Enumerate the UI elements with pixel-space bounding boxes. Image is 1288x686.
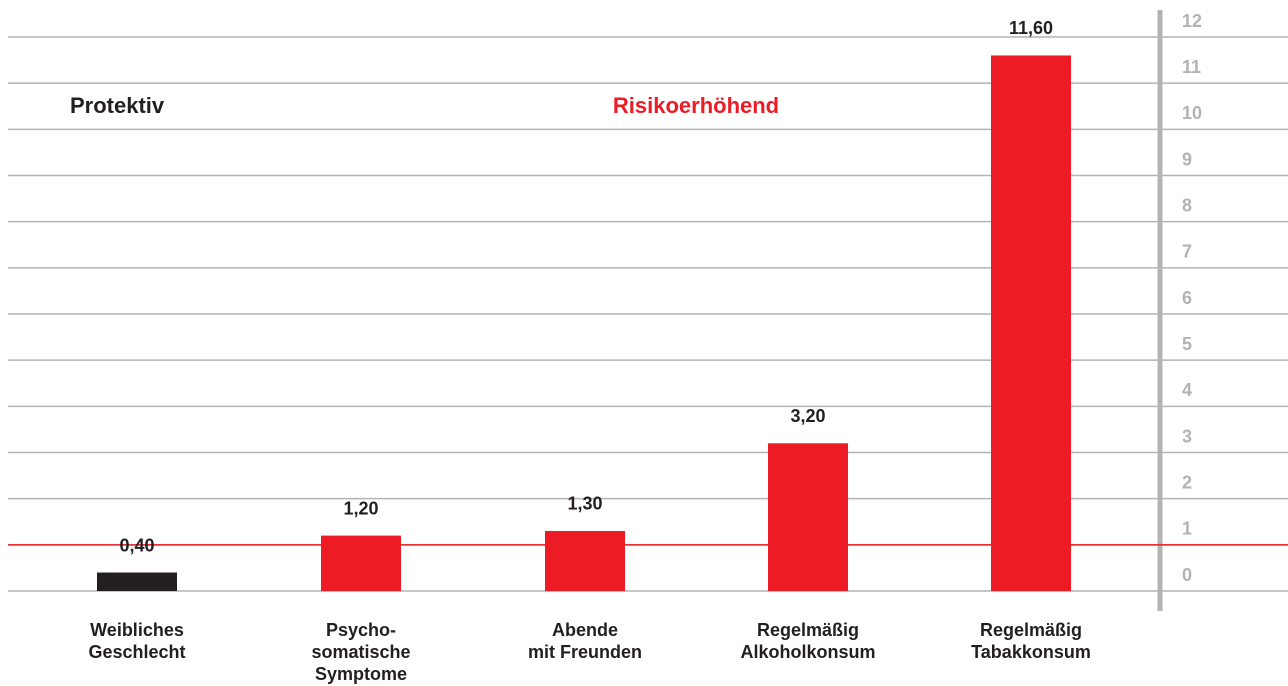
annotation: Risikoerhöhend: [613, 93, 779, 118]
y-tick-label: 11: [1182, 57, 1201, 77]
y-tick-label: 4: [1182, 380, 1192, 400]
y-tick-label: 6: [1182, 288, 1192, 308]
bar: [991, 55, 1071, 591]
x-tick-label: Abende mit Freunden: [528, 620, 642, 662]
y-tick-label: 1: [1182, 519, 1192, 539]
x-tick-line: Abende: [552, 620, 618, 640]
y-tick-label: 3: [1182, 426, 1192, 446]
bar: [768, 443, 848, 591]
bar: [97, 572, 177, 591]
annotation: Protektiv: [70, 93, 165, 118]
y-tick-label: 5: [1182, 334, 1192, 354]
x-tick-line: Symptome: [315, 664, 407, 684]
bar: [545, 530, 625, 591]
x-tick-line: Geschlecht: [88, 642, 185, 662]
x-tick-label: Regelmäßig Tabakkonsum: [971, 620, 1091, 662]
y-tick-label: 7: [1182, 242, 1192, 262]
x-tick-line: Weibliches: [90, 620, 184, 640]
x-tick-line: Regelmäßig: [757, 620, 859, 640]
x-tick-line: Regelmäßig: [980, 620, 1082, 640]
y-tick-label: 10: [1182, 103, 1202, 123]
value-label: 1,20: [343, 498, 378, 518]
y-tick-label: 0: [1182, 565, 1192, 585]
bar: [321, 535, 401, 591]
x-tick-line: Psycho-: [326, 620, 396, 640]
x-tick-line: Alkoholkonsum: [740, 642, 875, 662]
value-label: 11,60: [1009, 18, 1053, 38]
value-label: 1,30: [567, 494, 602, 514]
y-tick-label: 12: [1182, 11, 1202, 31]
value-label: 0,40: [119, 535, 154, 555]
x-tick-label: Regelmäßig Alkoholkonsum: [740, 620, 875, 662]
value-label: 3,20: [790, 406, 825, 426]
x-tick-line: Tabakkonsum: [971, 642, 1091, 662]
y-tick-label: 2: [1182, 472, 1192, 492]
x-tick-line: somatische: [311, 642, 410, 662]
x-tick-line: mit Freunden: [528, 642, 642, 662]
x-tick-label: Psycho-somatische Symptome: [311, 620, 410, 684]
y-tick-label: 9: [1182, 149, 1192, 169]
y-tick-label: 8: [1182, 195, 1192, 215]
x-tick-label: Weibliches Geschlecht: [88, 620, 185, 662]
